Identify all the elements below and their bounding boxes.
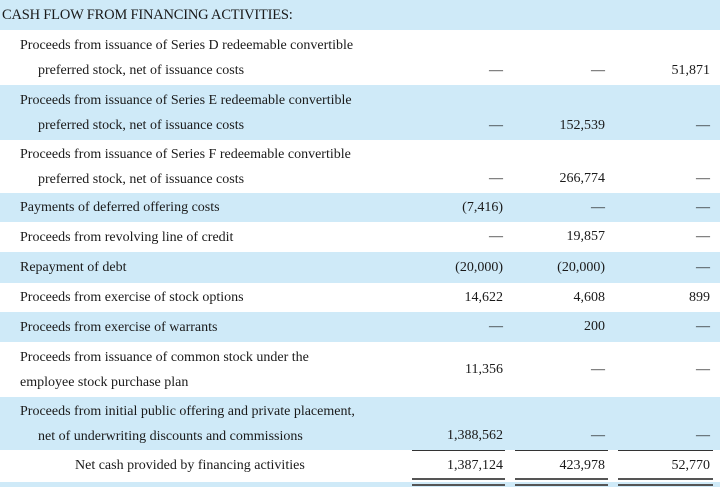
total-label: Net cash provided by financing activitie… [75,458,305,473]
row-label: Proceeds from issuance of Series E redee… [0,85,410,140]
row-label: Repayment of debt [0,252,410,283]
row-value: 51,871 [671,63,711,78]
row-value: 11,356 [465,361,503,377]
row-label-line: Proceeds from issuance of Series F redee… [20,146,351,162]
row-label: Proceeds from issuance of common stock u… [0,342,410,397]
row-value: — [591,428,605,443]
row-value: 19,857 [566,229,606,244]
row-value: 4,608 [573,289,606,305]
row-label-line: preferred stock, net of issuance costs [38,171,245,187]
subtotal-rule [412,450,505,451]
row-label-line: preferred stock, net of issuance costs [38,62,245,78]
table-row: Proceeds from issuance of Series D redee… [0,30,720,85]
table-row: Proceeds from exercise of warrants — 200 — [0,312,720,342]
table-row: Proceeds from issuance of common stock u… [0,342,720,397]
row-value: (20,000) [455,259,503,275]
row-value: — [489,63,503,78]
row-label: Proceeds from issuance of Series D redee… [0,30,410,85]
row-label-line: Proceeds from issuance of common stock u… [20,349,309,365]
row-value: — [489,118,503,133]
table-row: Proceeds from initial public offering an… [0,397,720,450]
row-value: — [489,229,503,244]
row-label: Proceeds from issuance of Series F redee… [0,140,410,193]
total-value: 1,387,124 [447,458,503,473]
row-value: — [591,361,605,377]
row-value: — [696,259,710,275]
row-value: (20,000) [557,259,605,275]
section-title: CASH FLOW FROM FINANCING ACTIVITIES: [0,0,720,30]
total-row: Net cash provided by financing activitie… [0,450,720,486]
row-label: Proceeds from revolving line of credit [0,222,410,252]
subtotal-rule [618,450,713,451]
row-value: — [696,171,710,186]
row-value: — [489,171,503,186]
row-value: 14,622 [464,289,504,305]
table-row: Proceeds from issuance of Series F redee… [0,140,720,193]
row-label-line: Payments of deferred offering costs [20,200,220,215]
row-label-line: Proceeds from issuance of Series D redee… [20,37,354,53]
row-label-line: net of underwriting discounts and commis… [38,428,303,444]
total-value: 52,770 [671,458,711,473]
cash-flow-table: Proceeds from issuance of Series D redee… [0,30,720,450]
row-label-line: preferred stock, net of issuance costs [38,117,245,133]
row-value: 1,388,562 [447,428,503,443]
total-value: 423,978 [559,458,606,473]
row-value: — [696,428,710,443]
row-label: Proceeds from exercise of stock options [0,283,410,312]
table-row: Proceeds from revolving line of credit — 1… [0,222,720,252]
table-row: Payments of deferred offering costs (7,41… [0,193,720,222]
row-value: 266,774 [559,171,606,186]
row-value: — [696,361,710,377]
row-value: 152,539 [559,118,606,133]
row-value: — [696,229,710,244]
row-label-line: Proceeds from revolving line of credit [20,229,234,245]
row-value: — [591,63,605,78]
row-label-line: Proceeds from issuance of Series E redee… [20,92,352,108]
table-row: Proceeds from issuance of Series E redee… [0,85,720,140]
table-row: Proceeds from exercise of stock options 1… [0,283,720,312]
row-value: 899 [689,289,710,305]
row-value: (7,416) [462,199,503,215]
row-label: Proceeds from exercise of warrants [0,312,410,342]
row-label-line: employee stock purchase plan [20,374,189,390]
subtotal-rule [515,450,608,451]
row-label-line: Repayment of debt [20,260,127,275]
row-value: — [696,199,710,215]
row-label-line: Proceeds from exercise of warrants [20,319,218,335]
row-value: — [696,118,710,133]
row-label: Proceeds from initial public offering an… [0,397,410,450]
row-value: — [696,319,710,334]
row-label: Payments of deferred offering costs [0,193,410,222]
row-label-line: Proceeds from initial public offering an… [20,403,355,419]
row-value: — [591,199,605,215]
row-label-line: Proceeds from exercise of stock options [20,290,244,305]
row-value: — [489,319,503,334]
row-value: 200 [584,319,605,334]
table-row: Repayment of debt (20,000) (20,000) — [0,252,720,283]
